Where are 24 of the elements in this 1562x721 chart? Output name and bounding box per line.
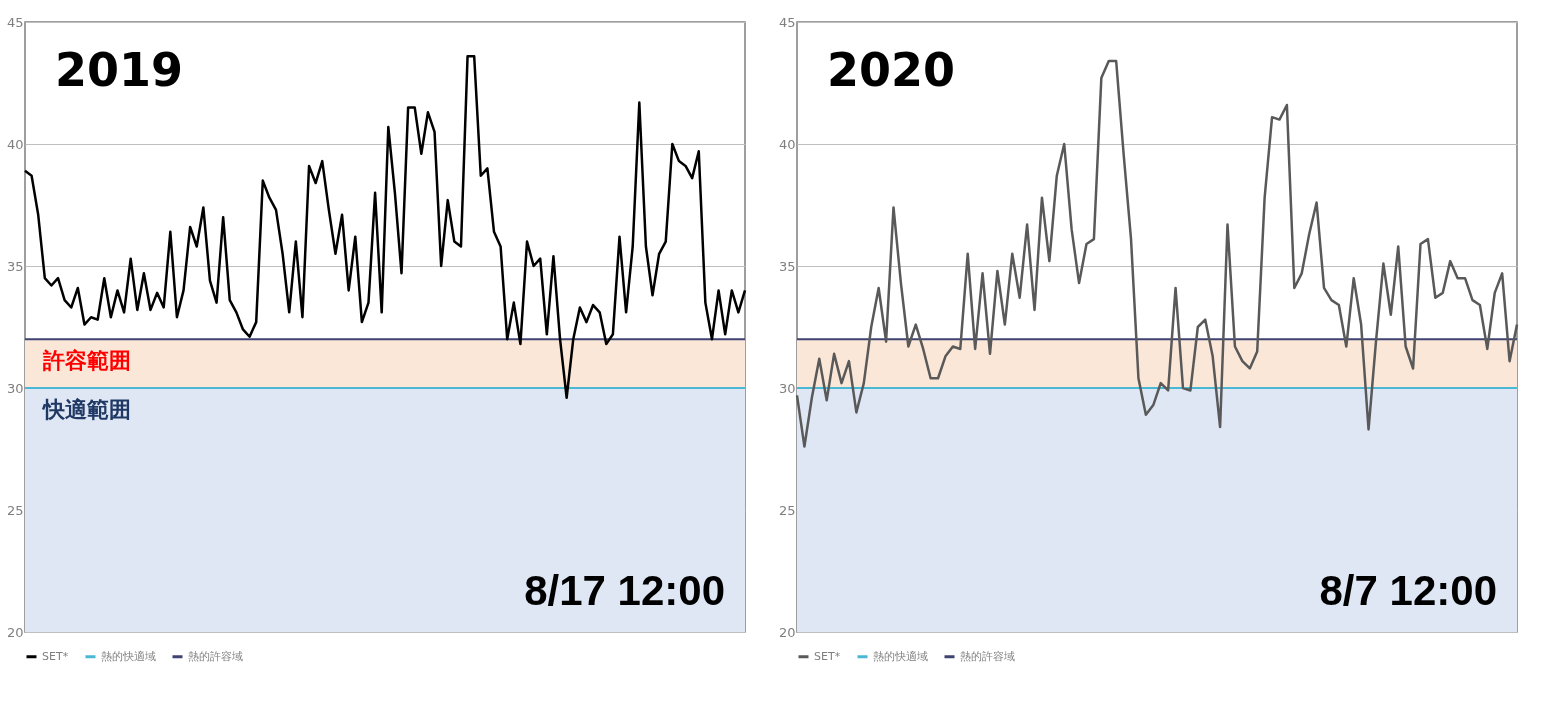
legend-label: 熱的快適域 xyxy=(101,649,156,663)
band-label: 快適範囲 xyxy=(41,397,131,422)
legend-label: 熱的快適域 xyxy=(873,649,928,663)
y-tick-label: 20 xyxy=(778,624,796,640)
band-label: 許容範囲 xyxy=(42,348,131,374)
legend-label: 熱的許容域 xyxy=(188,649,243,663)
legend-label: SET* xyxy=(814,649,841,663)
annotation: 8/17 12:00 xyxy=(524,567,725,614)
annotation: 2020 xyxy=(827,43,956,97)
y-tick-label: 20 xyxy=(6,624,24,640)
y-tick-label: 25 xyxy=(6,502,24,518)
y-tick-label: 25 xyxy=(778,502,796,518)
y-tick-label: 45 xyxy=(778,14,796,30)
y-tick-label: 35 xyxy=(778,258,796,274)
legend-label: 熱的許容域 xyxy=(960,649,1015,663)
y-tick-label: 35 xyxy=(6,258,24,274)
y-tick-label: 30 xyxy=(778,380,796,396)
y-tick-label: 45 xyxy=(6,14,24,30)
y-tick-label: 40 xyxy=(6,136,24,152)
legend-label: SET* xyxy=(42,649,69,663)
annotation: 8/7 12:00 xyxy=(1319,567,1497,614)
y-tick-label: 30 xyxy=(6,380,24,396)
y-tick-label: 40 xyxy=(778,136,796,152)
annotation: 2019 xyxy=(55,43,184,97)
